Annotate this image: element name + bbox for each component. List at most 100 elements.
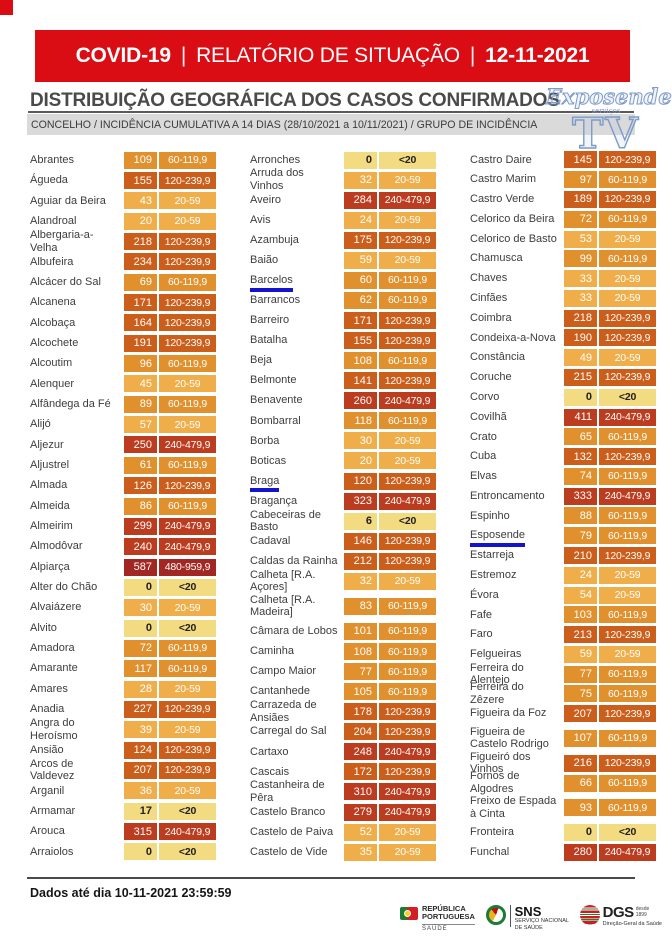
incidence-range-cell: 120-239,9: [379, 532, 436, 550]
table-row: Aveiro 284 240-479,9: [250, 190, 436, 210]
incidence-range-cell: 60-119,9: [159, 151, 216, 169]
concelho-name: Abrantes: [30, 153, 75, 166]
incidence-range-cell: 20-59: [599, 270, 656, 288]
case-count-cell: 72: [124, 639, 157, 657]
table-row: Castro Marim 97 60-119,9: [470, 170, 656, 190]
concelho-name: Azambuja: [250, 233, 299, 246]
concelho-name: Espinho: [470, 509, 510, 522]
concelho-name: Constância: [470, 351, 526, 364]
table-row: Calheta [R.A. Açores] 32 20-59: [250, 569, 436, 593]
table-row: Cadaval 146 120-239,9: [250, 531, 436, 551]
case-count-cell: 53: [564, 230, 597, 248]
concelho-name: Castro Marim: [470, 173, 537, 186]
concelho-name: Barrancos: [250, 294, 301, 307]
concelho-name: Alfândega da Fé: [30, 397, 111, 410]
case-count-cell: 89: [124, 395, 157, 413]
incidence-range-cell: 240-479,9: [159, 436, 216, 454]
case-count-cell: 171: [344, 312, 377, 330]
incidence-range-cell: 60-119,9: [599, 171, 656, 189]
concelho-name: Alvito: [30, 621, 57, 634]
concelho-name: Baião: [250, 254, 279, 267]
concelho-name: Caminha: [250, 645, 295, 658]
concelho-name: Corvo: [470, 390, 500, 403]
incidence-range-cell: 120-239,9: [599, 705, 656, 723]
case-count-cell: 52: [344, 823, 377, 841]
incidence-range-cell: 240-479,9: [379, 783, 436, 801]
concelho-name: Caldas da Rainha: [250, 554, 338, 567]
case-count-cell: 54: [564, 586, 597, 604]
concelho-name: Carrazeda de Ansiães: [250, 699, 317, 724]
table-row: Alcochete 191 120-239,9: [30, 333, 216, 353]
case-count-cell: 284: [344, 191, 377, 209]
incidence-range-cell: 120-239,9: [379, 472, 436, 490]
case-count-cell: 59: [564, 645, 597, 663]
incidence-range-cell: 120-239,9: [379, 231, 436, 249]
incidence-range-cell: 120-239,9: [379, 312, 436, 330]
concelho-name: Calheta [R.A. Madeira]: [250, 593, 316, 619]
table-row: Armamar 17 <20: [30, 801, 216, 821]
incidence-range-cell: 120-239,9: [599, 329, 656, 347]
incidence-range-cell: <20: [159, 578, 216, 596]
concelho-name: Faro: [470, 628, 493, 641]
case-count-cell: 120: [344, 472, 377, 490]
sns-divider: [509, 905, 511, 927]
sns-subtitle-2: DE SAÚDE: [514, 924, 543, 931]
concelho-name: Alter do Chão: [30, 581, 98, 594]
incidence-range-cell: 60-119,9: [379, 643, 436, 661]
case-count-cell: 59: [344, 251, 377, 269]
concelho-name: Alijó: [30, 418, 51, 431]
table-row: Amarante 117 60-119,9: [30, 659, 216, 679]
sns-title: SNS: [514, 904, 542, 919]
table-row: Barreiro 171 120-239,9: [250, 311, 436, 331]
table-row: Carregal do Sal 204 120-239,9: [250, 722, 436, 742]
dgs-subtitle: Direção-Geral da Saúde: [602, 921, 662, 927]
table-row: Alfândega da Fé 89 60-119,9: [30, 394, 216, 414]
case-count-cell: 146: [344, 532, 377, 550]
table-row: Condeixa-a-Nova 190 120-239,9: [470, 328, 656, 348]
concelho-name: Celorico da Beira: [470, 212, 555, 225]
concelho-name: Armamar: [30, 804, 76, 817]
case-count-cell: 171: [124, 294, 157, 312]
case-count-cell: 24: [344, 211, 377, 229]
concelho-name: Castanheira de Pêra: [250, 779, 325, 804]
concelho-name: Figueiró dos Vinhos: [470, 750, 531, 776]
case-count-cell: 323: [344, 492, 377, 510]
table-row: Braga 120 120-239,9: [250, 471, 436, 492]
case-count-cell: 105: [344, 683, 377, 701]
incidence-range-cell: 120-239,9: [599, 754, 656, 772]
case-count-cell: 250: [124, 436, 157, 454]
incidence-range-cell: 240-479,9: [379, 803, 436, 821]
case-count-cell: 310: [344, 783, 377, 801]
case-count-cell: 30: [124, 599, 157, 617]
case-count-cell: 126: [124, 477, 157, 495]
case-count-cell: 77: [344, 663, 377, 681]
incidence-range-cell: 240-479,9: [379, 191, 436, 209]
incidence-range-cell: 120-239,9: [379, 552, 436, 570]
sns-subtitle-1: SERVIÇO NACIONAL: [514, 918, 569, 924]
incidence-range-cell: 60-119,9: [599, 467, 656, 485]
concelho-name: Estremoz: [470, 568, 517, 581]
incidence-range-cell: <20: [599, 823, 656, 841]
concelho-name: Crato: [470, 430, 497, 443]
incidence-range-cell: 60-119,9: [599, 507, 656, 525]
table-row: Angra do Heroísmo 39 20-59: [30, 717, 216, 742]
incidence-range-cell: 60-119,9: [159, 660, 216, 678]
table-row: Crato 65 60-119,9: [470, 427, 656, 447]
incidence-range-cell: 60-119,9: [599, 665, 656, 683]
case-count-cell: 178: [344, 703, 377, 721]
concelho-name: Entroncamento: [470, 489, 545, 502]
table-row: Alijó 57 20-59: [30, 414, 216, 434]
incidence-range-cell: 20-59: [159, 599, 216, 617]
table-row: Coruche 215 120-239,9: [470, 368, 656, 388]
concelho-name: Arruda dos Vinhos: [250, 167, 304, 193]
incidence-range-cell: 20-59: [159, 782, 216, 800]
case-count-cell: 0: [564, 388, 597, 406]
table-row: Alpiarça 587 480-959,9: [30, 557, 216, 577]
incidence-range-cell: 480-959,9: [159, 558, 216, 576]
incidence-range-cell: <20: [379, 512, 436, 530]
case-count-cell: 101: [344, 622, 377, 640]
concelho-name: Figueira de Castelo Rodrigo: [470, 725, 549, 751]
concelho-name: Esposende: [470, 529, 564, 547]
sns-logo: SNS SERVIÇO NACIONAL DE SAÚDE: [485, 904, 569, 932]
incidence-range-cell: 120-239,9: [159, 253, 216, 271]
